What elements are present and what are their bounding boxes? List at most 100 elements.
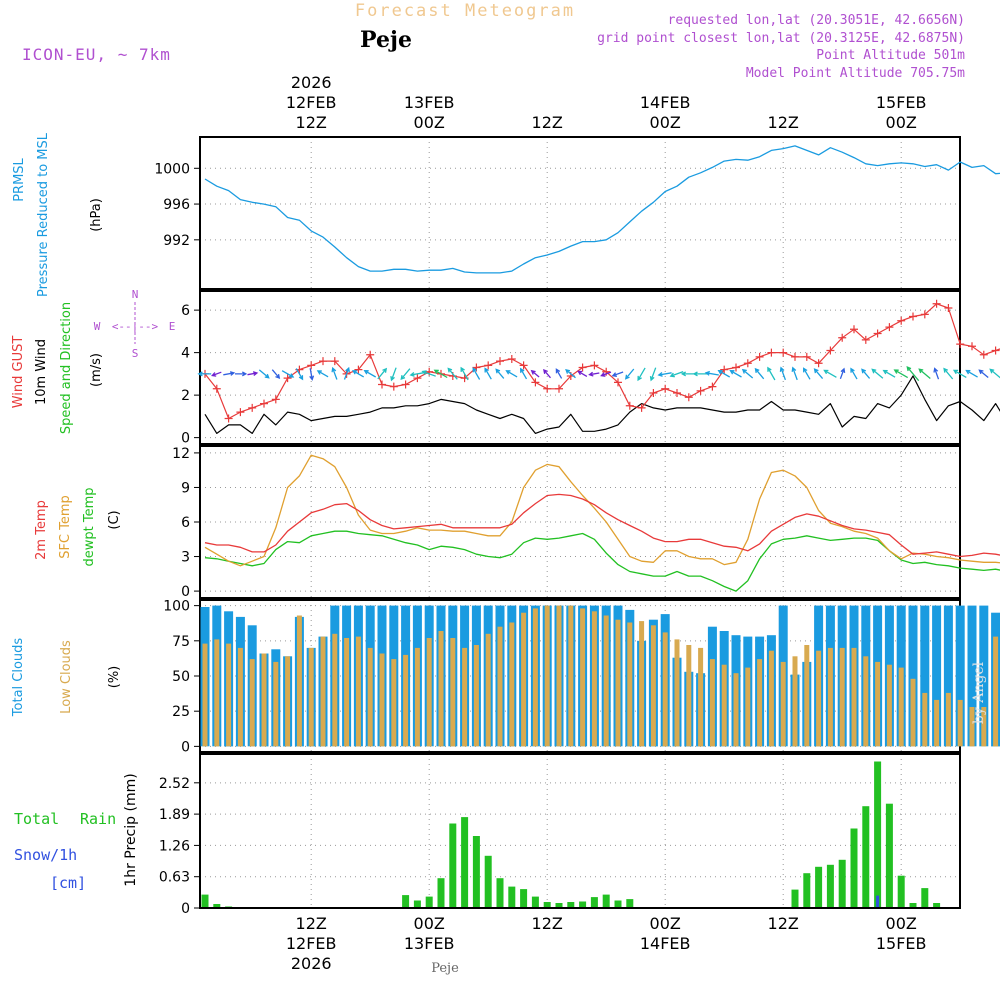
low-cloud-bar bbox=[568, 605, 574, 747]
low-cloud-bar bbox=[355, 636, 361, 747]
rain-bar bbox=[897, 875, 905, 908]
wind-dir-arrow bbox=[588, 371, 600, 377]
low-cloud-bar bbox=[792, 656, 798, 747]
low-cloud-bar bbox=[886, 664, 892, 747]
wind-dir-arrow bbox=[258, 369, 270, 379]
wind-dir-arrow bbox=[235, 371, 248, 377]
y-tick-label: 2.52 bbox=[159, 776, 190, 792]
wind-dir-arrow bbox=[767, 366, 776, 381]
point-altitude: Point Altitude 501m bbox=[816, 48, 965, 63]
low-cloud-bar bbox=[922, 692, 928, 747]
gust-point bbox=[779, 348, 788, 357]
wind-dir-arrow bbox=[421, 370, 436, 377]
y-tick-label: 0 bbox=[181, 901, 190, 917]
compass-n: N bbox=[132, 288, 139, 301]
gust-point bbox=[909, 312, 917, 321]
wind-dir-arrow bbox=[433, 369, 448, 379]
low-cloud-bar bbox=[934, 699, 940, 747]
rain-bar bbox=[531, 896, 539, 908]
y-tick-label: 2 bbox=[181, 388, 190, 404]
low-cloud-bar bbox=[226, 643, 232, 747]
rain-bar bbox=[614, 900, 622, 908]
y-tick-label: 996 bbox=[163, 197, 190, 213]
gust-point bbox=[743, 359, 752, 368]
bottom-time-label: 15FEB bbox=[876, 934, 927, 953]
gust-point bbox=[625, 401, 634, 410]
precip-rain-label: Rain bbox=[80, 810, 116, 828]
temp2m-label: 2m Temp bbox=[34, 500, 49, 560]
low-cloud-bar bbox=[827, 647, 833, 747]
gust-point bbox=[519, 361, 528, 370]
gust-point bbox=[378, 380, 386, 389]
gust-label: Wind GUST bbox=[11, 336, 26, 409]
gust-point bbox=[791, 352, 799, 361]
y-tick-label: 50 bbox=[172, 669, 190, 685]
bottom-time-label: 00Z bbox=[886, 914, 917, 933]
gust-point bbox=[649, 389, 658, 397]
wind-dir-arrow bbox=[741, 368, 754, 379]
gust-point bbox=[283, 374, 292, 383]
rain-bar bbox=[862, 806, 870, 908]
low-cloud-bar bbox=[237, 647, 243, 747]
wind-dir-arrow bbox=[555, 368, 563, 379]
compass-e: E bbox=[169, 320, 176, 333]
wind-dir-arrow bbox=[978, 369, 989, 379]
low-cloud-bar bbox=[462, 647, 468, 747]
bottom-time-label: 14FEB bbox=[640, 934, 691, 953]
wind-dir-arrow bbox=[933, 367, 940, 380]
y-tick-label: 6 bbox=[181, 303, 190, 319]
rain-bar bbox=[484, 855, 492, 908]
y-tick-label: 1.26 bbox=[159, 838, 190, 854]
gust-point bbox=[531, 378, 540, 387]
gust-point bbox=[991, 346, 1000, 355]
y-tick-label: 3 bbox=[181, 550, 190, 566]
low-cloud-bar bbox=[804, 645, 810, 747]
bottom-time-label: 00Z bbox=[414, 914, 445, 933]
wind-dir-arrow bbox=[861, 368, 871, 379]
wind-dir-arrow bbox=[600, 371, 612, 377]
rain-bar bbox=[567, 902, 575, 908]
wind-dir-arrow bbox=[331, 366, 338, 380]
wind-dir-arrow bbox=[754, 367, 765, 380]
compass-w: W bbox=[94, 320, 101, 333]
temp2m-series bbox=[204, 493, 1000, 558]
wind-dir-arrow bbox=[839, 367, 846, 380]
top-time-label: 12Z bbox=[532, 113, 563, 132]
wind-dir-arrow bbox=[460, 366, 469, 381]
rain-bar bbox=[496, 878, 504, 908]
gust-point bbox=[543, 384, 552, 393]
gust-point bbox=[389, 382, 398, 391]
precip-cm-label: [cm] bbox=[50, 874, 86, 892]
wind-dir-arrow bbox=[363, 370, 377, 378]
low-cloud-bar bbox=[733, 673, 739, 747]
low-cloud-bar bbox=[721, 664, 727, 747]
total-cloud-bar bbox=[979, 605, 989, 747]
rain-bar bbox=[791, 889, 799, 908]
total-cloud-bar bbox=[932, 605, 942, 747]
low-cloud-bar bbox=[202, 643, 208, 747]
gust-point bbox=[484, 361, 493, 370]
pressure-series bbox=[204, 145, 1000, 274]
wind-dir-arrow bbox=[543, 368, 551, 379]
low-cloud-bar bbox=[344, 638, 350, 747]
top-time-label: 12Z bbox=[768, 113, 799, 132]
low-cloud-bar bbox=[414, 647, 420, 747]
bottom-time-label: 12Z bbox=[768, 914, 799, 933]
temperature-panel: 0 3 6 9 12 bbox=[172, 445, 1000, 600]
wind-dir-arrow bbox=[943, 367, 954, 380]
wind-dir-arrow bbox=[692, 371, 708, 377]
gust-point bbox=[637, 403, 646, 412]
compass-s: S bbox=[132, 347, 139, 360]
panel-frame bbox=[199, 290, 961, 445]
wind-panel: 0 2 4 6 bbox=[181, 290, 1000, 447]
low-cloud-bar bbox=[249, 659, 255, 747]
y-tick-label: 1.89 bbox=[159, 807, 190, 823]
gust-point bbox=[720, 365, 729, 374]
rain-bar bbox=[803, 873, 811, 908]
wind-dir-arrow bbox=[577, 370, 588, 377]
wind-dir-arrow bbox=[447, 367, 458, 380]
low-cloud-bar bbox=[285, 656, 291, 747]
panel-frame bbox=[199, 753, 961, 909]
